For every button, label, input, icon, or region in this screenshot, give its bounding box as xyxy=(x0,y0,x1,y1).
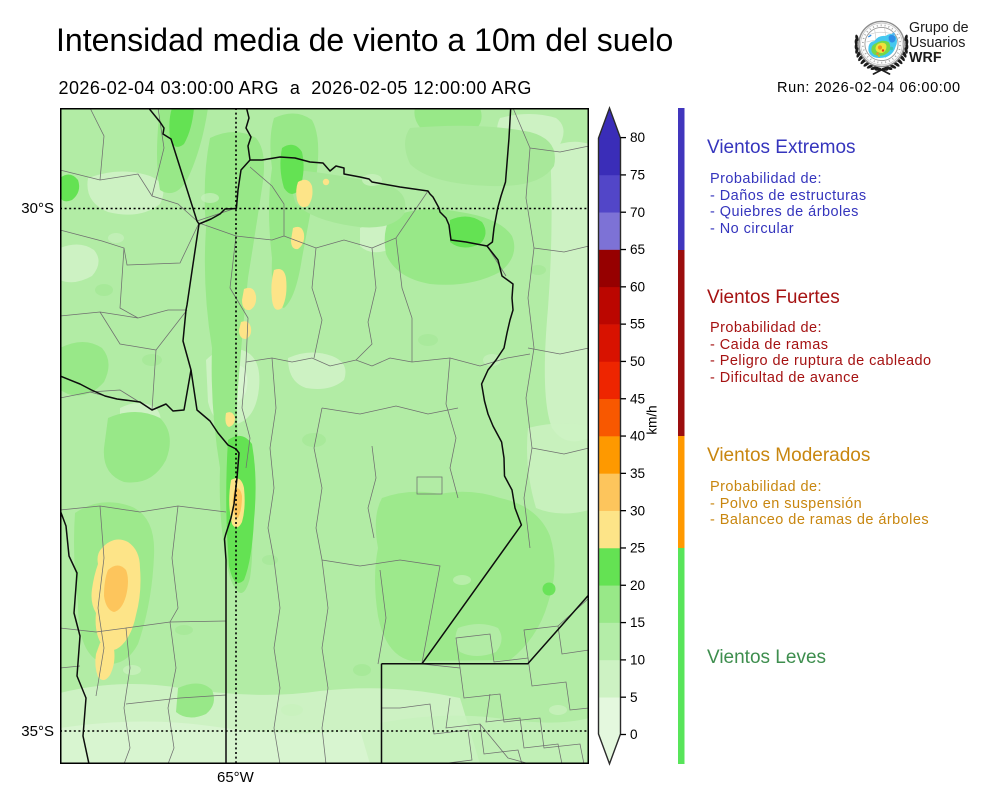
svg-text:35: 35 xyxy=(630,466,645,481)
svg-text:80: 80 xyxy=(630,130,646,145)
svg-text:55: 55 xyxy=(630,317,645,332)
svg-text:5: 5 xyxy=(630,690,638,705)
svg-text:0: 0 xyxy=(630,727,638,742)
svg-text:25: 25 xyxy=(630,541,645,556)
svg-text:45: 45 xyxy=(630,391,645,406)
svg-text:70: 70 xyxy=(630,205,646,220)
svg-text:75: 75 xyxy=(630,168,645,183)
svg-text:30: 30 xyxy=(630,503,646,518)
svg-text:40: 40 xyxy=(630,429,646,444)
svg-text:60: 60 xyxy=(630,279,646,294)
svg-text:15: 15 xyxy=(630,615,645,630)
svg-text:65: 65 xyxy=(630,242,645,257)
svg-text:km/h: km/h xyxy=(645,405,660,434)
svg-text:20: 20 xyxy=(630,578,646,593)
svg-text:50: 50 xyxy=(630,354,646,369)
svg-text:10: 10 xyxy=(630,652,646,667)
